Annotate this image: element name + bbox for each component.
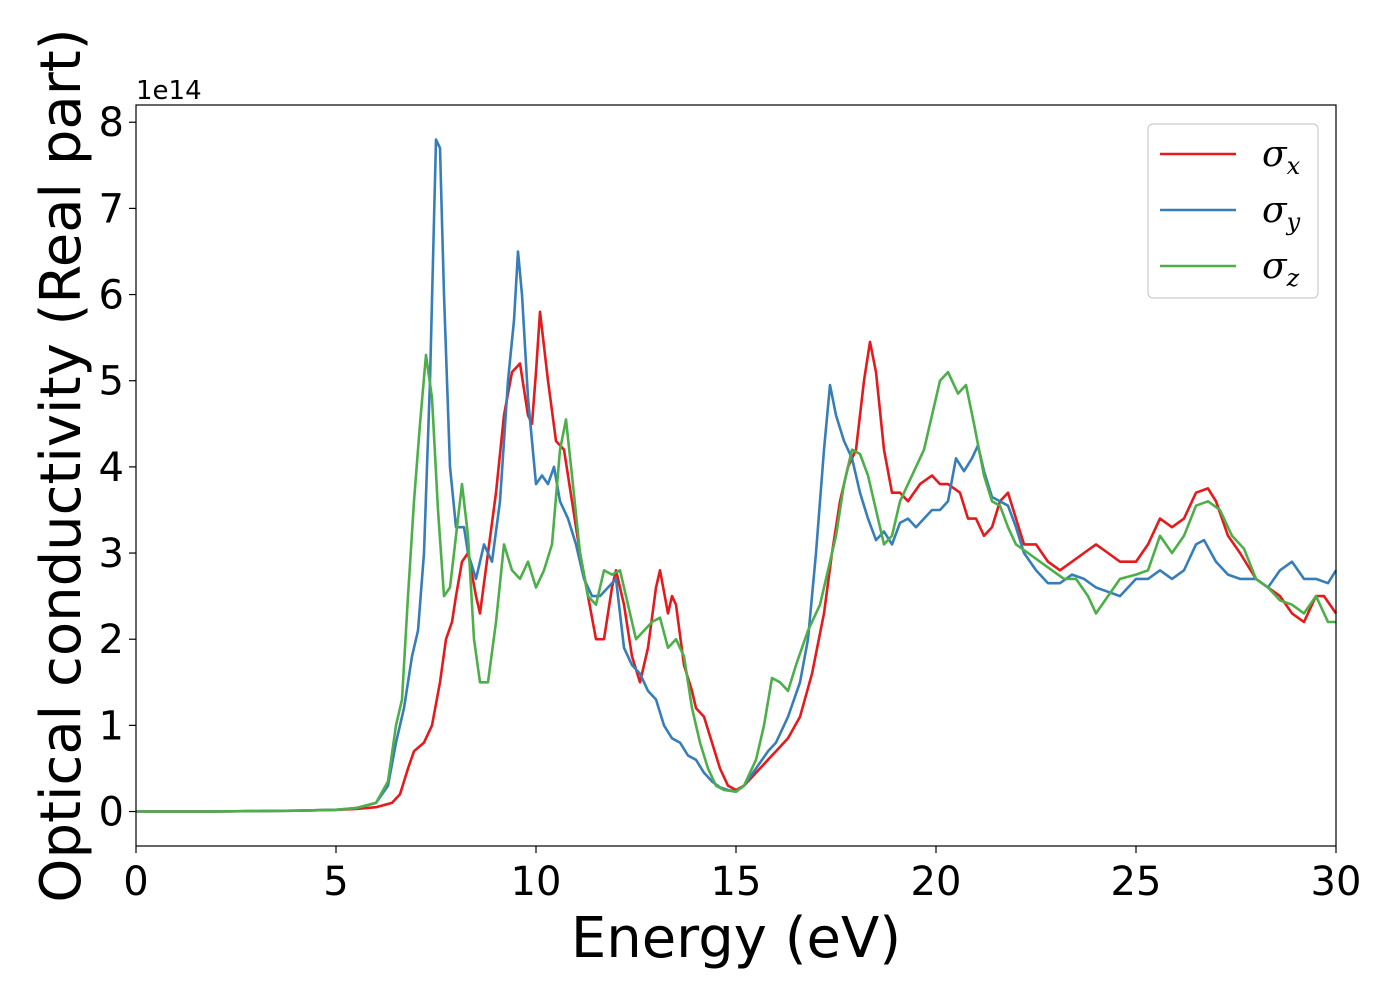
x-tick-label: 10 [511,859,562,905]
y-tick-label: 2 [99,617,124,663]
x-axis-ticks: 0 5 10 15 20 25 30 [123,846,1361,905]
x-tick-label: 25 [1111,859,1162,905]
x-tick-label: 20 [911,859,962,905]
y-tick-label: 5 [99,359,124,405]
y-tick-label: 0 [99,790,124,836]
y-axis-ticks: 0 1 2 3 4 5 6 7 8 [99,100,136,836]
series-line-z [136,353,1336,813]
y-tick-label: 7 [99,186,124,232]
plot-lines [136,138,1338,813]
legend-label-z: σz [1262,246,1300,292]
y-tick-label: 6 [99,273,124,319]
x-axis-label: Energy (eV) [571,906,901,971]
x-tick-label: 15 [711,859,762,905]
y-axis-offset-label: 1e14 [136,76,202,106]
legend: σx σy σz [1147,123,1319,299]
y-tick-label: 4 [99,445,124,491]
y-tick-label: 8 [99,100,124,146]
legend-label-y: σy [1262,190,1301,236]
y-tick-label: 1 [99,703,124,749]
legend-label-x: σx [1262,134,1301,180]
x-tick-label: 0 [123,859,148,905]
x-tick-label: 30 [1311,859,1362,905]
x-tick-label: 5 [323,859,348,905]
y-axis-label: Optical conductivity (Real part) [29,28,94,902]
y-tick-label: 3 [99,531,124,577]
